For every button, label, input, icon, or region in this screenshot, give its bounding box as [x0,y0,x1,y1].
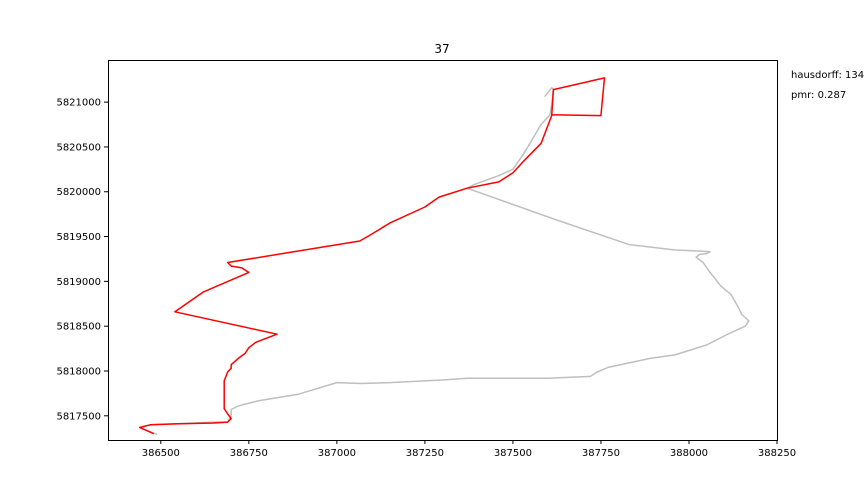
hausdorff-annotation: hausdorff: 134 [791,70,864,81]
x-axis: 386500 386750 387000 387250 387500 387750 3880… [142,440,796,459]
chart-title: 37 [434,42,449,56]
x-tick-label: 387000 [318,448,356,459]
x-tick-label: 386750 [230,448,268,459]
y-tick-label: 5819500 [56,232,101,243]
x-tick-label: 386500 [142,448,180,459]
x-tick-label: 388000 [670,448,708,459]
y-tick-label: 5818000 [56,366,101,377]
y-tick-label: 5818500 [56,322,101,333]
y-axis: 5817500 5818000 5818500 5819000 5819500 58200… [56,98,108,422]
plot-frame [108,60,778,441]
pmr-annotation: pmr: 0.287 [791,90,847,101]
y-tick-label: 5821000 [56,98,101,109]
y-tick-label: 5817500 [56,411,101,422]
y-tick-label: 5820000 [56,187,101,198]
x-tick-label: 388250 [758,448,796,459]
x-tick-label: 387250 [406,448,444,459]
series-line-0 [138,87,750,436]
x-tick-label: 387500 [494,448,532,459]
y-tick-label: 5819000 [56,277,101,288]
x-tick-label: 387750 [582,448,620,459]
series-line-1 [138,77,606,435]
y-tick-label: 5820500 [56,142,101,153]
